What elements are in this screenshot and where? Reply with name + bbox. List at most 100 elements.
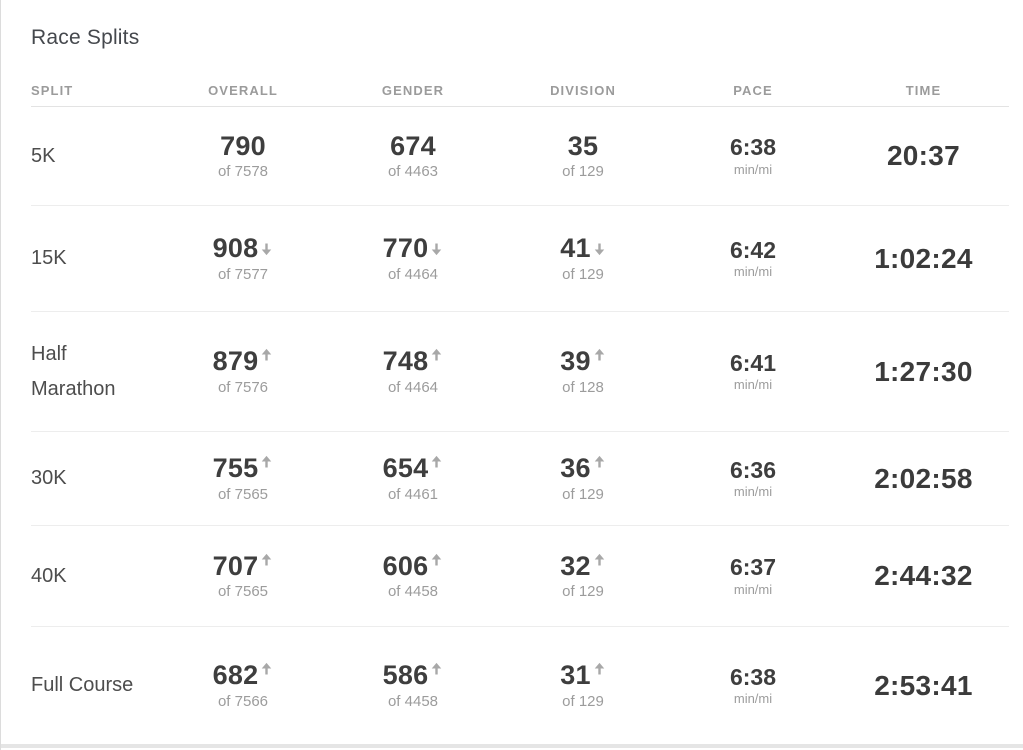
- pace-cell: 6:41 min/mi: [668, 351, 838, 392]
- column-header-overall: OVERALL: [208, 83, 278, 98]
- overall-rank-cell: 707 of 7565: [158, 552, 328, 600]
- overall-rank: 879: [158, 347, 328, 376]
- pace-value: 6:38: [729, 663, 777, 690]
- division-rank: 36: [498, 453, 668, 484]
- rank-up-arrow-icon: [262, 553, 272, 566]
- table-body: 5K 790 of 7578 674 of 4463 35 of 129 6:38 min/mi…: [1, 107, 1023, 744]
- gender-rank-value: 606: [382, 550, 429, 581]
- split-label: Full Course: [31, 674, 134, 696]
- rank-up-arrow-icon: [594, 349, 604, 361]
- division-rank-total: of 129: [562, 265, 604, 283]
- pace-cell: 6:38 min/mi: [668, 135, 838, 176]
- overall-rank-cell: 682 of 7566: [158, 660, 328, 710]
- overall-rank: 755: [158, 453, 328, 484]
- gender-rank-total: of 4464: [387, 265, 439, 283]
- pace-unit: min/mi: [733, 484, 773, 500]
- division-rank: 35: [498, 132, 668, 160]
- bottom-divider: [1, 744, 1023, 748]
- table-row: 30K 755 of 7565 654 of 4461 36 of 129 6:36 min/m…: [31, 432, 1009, 526]
- overall-rank-value: 908: [212, 233, 259, 264]
- gender-rank-total: of 4463: [387, 163, 439, 181]
- gender-rank-value: 770: [382, 233, 429, 264]
- pace-cell: 6:37 min/mi: [668, 555, 838, 596]
- division-rank-value: 32: [560, 550, 591, 581]
- gender-rank: 674: [328, 132, 498, 160]
- overall-rank-total: of 7577: [217, 265, 269, 283]
- rank-up-arrow-icon: [432, 553, 442, 566]
- rank-up-arrow-icon: [594, 553, 604, 566]
- gender-rank-value: 748: [382, 346, 429, 377]
- overall-rank: 707: [158, 552, 328, 580]
- division-rank-value: 35: [567, 130, 599, 161]
- overall-rank: 682: [158, 660, 328, 691]
- gender-rank-total: of 4464: [387, 378, 439, 396]
- gender-rank-value: 586: [382, 660, 429, 691]
- table-header: SPLIT OVERALL GENDER DIVISION PACE TIME: [31, 83, 1009, 107]
- pace-value: 6:41: [729, 349, 777, 376]
- division-rank: 31: [498, 660, 668, 691]
- division-rank: 41: [498, 234, 668, 263]
- table-row: Half Marathon 879 of 7576 748 of 4464 39 of 12…: [31, 312, 1009, 432]
- gender-rank-cell: 606 of 4458: [328, 552, 498, 600]
- rank-up-arrow-icon: [594, 456, 604, 468]
- column-header-time: TIME: [905, 83, 942, 98]
- time-value: 1:02:24: [874, 242, 973, 274]
- overall-rank-cell: 790 of 7578: [158, 132, 328, 181]
- division-rank-cell: 41 of 129: [498, 234, 668, 283]
- overall-rank-cell: 879 of 7576: [158, 347, 328, 396]
- gender-rank-total: of 4461: [387, 485, 439, 503]
- time-value: 20:37: [886, 140, 961, 171]
- rank-up-arrow-icon: [432, 456, 442, 468]
- split-label: Half Marathon: [31, 342, 116, 400]
- pace-unit: min/mi: [733, 161, 773, 177]
- pace-unit: min/mi: [733, 264, 773, 280]
- time-value: 2:02:58: [874, 462, 973, 494]
- division-rank: 32: [498, 552, 668, 580]
- gender-rank: 770: [328, 233, 498, 264]
- overall-rank-value: 755: [212, 453, 259, 484]
- division-rank-value: 31: [560, 660, 591, 691]
- split-label: 15K: [31, 247, 67, 269]
- division-rank-cell: 36 of 129: [498, 453, 668, 503]
- overall-rank-value: 682: [212, 660, 259, 691]
- division-rank-cell: 31 of 129: [498, 660, 668, 710]
- pace-unit: min/mi: [733, 581, 773, 597]
- division-rank-cell: 32 of 129: [498, 552, 668, 600]
- split-label: 40K: [31, 564, 67, 587]
- division-rank-total: of 129: [562, 692, 604, 710]
- gender-rank-total: of 4458: [387, 583, 439, 601]
- overall-rank-cell: 755 of 7565: [158, 453, 328, 503]
- pace-value: 6:36: [729, 456, 777, 483]
- division-rank-value: 36: [560, 453, 591, 484]
- rank-up-arrow-icon: [262, 349, 272, 361]
- division-rank-cell: 35 of 129: [498, 132, 668, 181]
- rank-up-arrow-icon: [262, 456, 272, 468]
- overall-rank-cell: 908 of 7577: [158, 233, 328, 283]
- division-rank-cell: 39 of 128: [498, 347, 668, 396]
- pace-value: 6:42: [729, 236, 777, 263]
- division-rank-total: of 129: [562, 485, 604, 503]
- overall-rank-total: of 7576: [217, 378, 269, 396]
- rank-down-arrow-icon: [432, 243, 442, 256]
- column-header-gender: GENDER: [381, 83, 445, 98]
- overall-rank: 790: [158, 132, 328, 160]
- split-label: 5K: [31, 144, 56, 167]
- pace-cell: 6:42 min/mi: [668, 238, 838, 279]
- gender-rank-value: 674: [390, 130, 436, 161]
- gender-rank-cell: 748 of 4464: [328, 346, 498, 396]
- gender-rank-value: 654: [382, 453, 429, 484]
- table-row: 5K 790 of 7578 674 of 4463 35 of 129 6:38 min/mi…: [31, 107, 1009, 206]
- pace-cell: 6:38 min/mi: [668, 665, 838, 706]
- rank-up-arrow-icon: [432, 349, 442, 361]
- gender-rank-cell: 770 of 4464: [328, 233, 498, 283]
- pace-cell: 6:36 min/mi: [668, 458, 838, 499]
- overall-rank-value: 707: [212, 550, 259, 581]
- rank-up-arrow-icon: [262, 663, 272, 675]
- table-row: Full Course 682 of 7566 586 of 4458 31 of 129 6…: [31, 627, 1009, 744]
- table-row: 40K 707 of 7565 606 of 4458 32 of 129 6:37 min/m…: [31, 526, 1009, 627]
- gender-rank-cell: 586 of 4458: [328, 660, 498, 710]
- division-rank-total: of 129: [562, 163, 604, 181]
- column-header-division: DIVISION: [550, 83, 616, 98]
- time-value: 2:44:32: [874, 560, 973, 591]
